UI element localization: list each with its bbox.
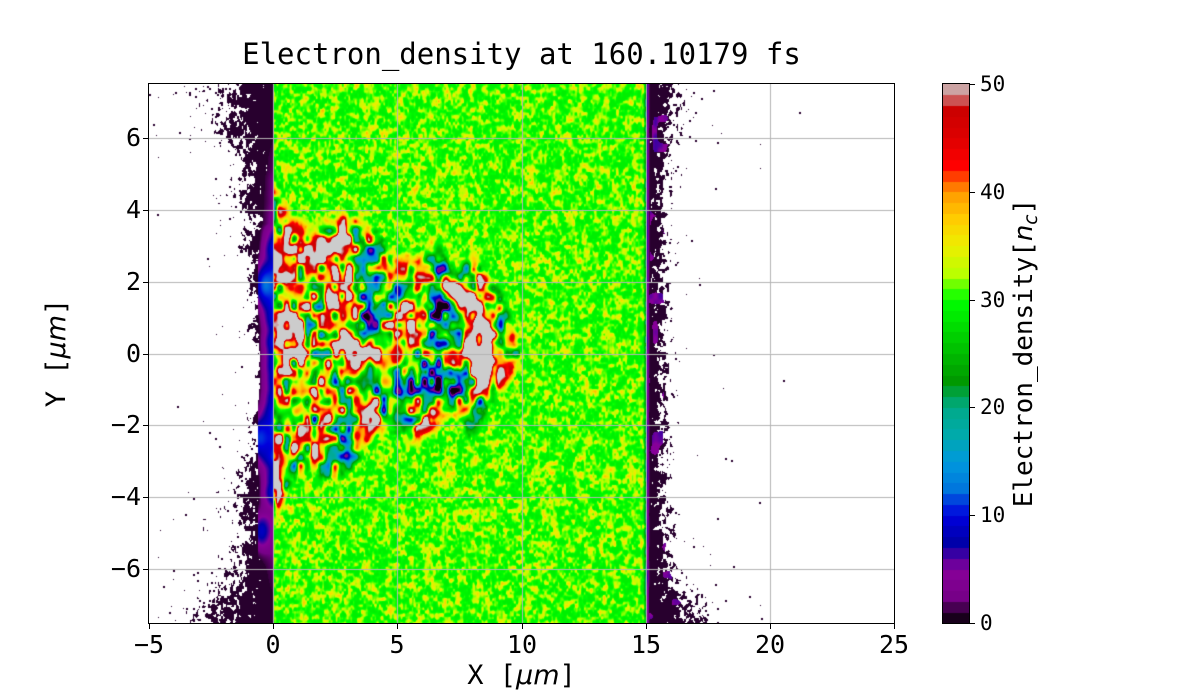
y-tick-mark xyxy=(143,425,148,426)
colorbar-tick-mark xyxy=(970,515,975,516)
heatmap-canvas xyxy=(149,84,894,623)
colorbar-tick-label: 0 xyxy=(980,611,993,635)
colorbar-label-suffix: ] xyxy=(1009,198,1039,215)
colorbar-label-prefix: Electron_density[ xyxy=(1009,241,1039,508)
x-tick-mark xyxy=(645,624,647,629)
colorbar-tick-label: 50 xyxy=(980,72,1006,96)
x-tick-label: 25 xyxy=(878,630,910,659)
colorbar-frame xyxy=(942,83,970,624)
y-tick-mark xyxy=(143,210,148,211)
colorbar-label-subscript: c xyxy=(1021,214,1043,225)
y-tick-label: 6 xyxy=(125,123,141,152)
colorbar-tick-label: 30 xyxy=(980,288,1006,312)
plot-title: Electron_density at 160.10179 fs xyxy=(242,37,801,71)
y-axis-label: Y [μm] xyxy=(41,243,73,463)
y-tick-mark xyxy=(143,569,148,570)
x-tick-mark xyxy=(769,624,771,629)
x-tick-mark xyxy=(148,624,150,629)
x-tick-label: 5 xyxy=(389,630,405,659)
colorbar-tick-label: 40 xyxy=(980,180,1006,204)
colorbar-canvas xyxy=(943,84,969,623)
y-tick-label: −4 xyxy=(110,482,141,511)
x-tick-label: −5 xyxy=(133,630,165,659)
y-tick-label: 4 xyxy=(125,195,141,224)
x-tick-label: 15 xyxy=(630,630,662,659)
colorbar-label-var: n xyxy=(1009,224,1039,242)
y-axis-label-prefix: Y [ xyxy=(41,358,72,408)
colorbar-tick-label: 20 xyxy=(980,395,1006,419)
x-tick-mark xyxy=(396,624,398,629)
y-axis-unit: μm xyxy=(41,315,72,359)
y-tick-label: 0 xyxy=(125,339,141,368)
axes-frame xyxy=(148,83,895,624)
y-tick-mark xyxy=(143,138,148,139)
colorbar-label: Electron_density[nc] xyxy=(1007,143,1043,563)
colorbar-tick-mark xyxy=(970,84,975,85)
y-tick-label: −2 xyxy=(110,410,141,439)
x-tick-label: 0 xyxy=(265,630,281,659)
colorbar-tick-mark xyxy=(970,407,975,408)
y-tick-mark xyxy=(143,282,148,283)
y-tick-mark xyxy=(143,354,148,355)
y-axis-label-suffix: ] xyxy=(41,298,72,315)
x-axis-label-suffix: ] xyxy=(559,660,576,691)
x-axis-label-prefix: X [ xyxy=(467,660,517,691)
colorbar-tick-label: 10 xyxy=(980,503,1006,527)
x-tick-label: 20 xyxy=(754,630,786,659)
colorbar-tick-mark xyxy=(970,623,975,624)
x-tick-mark xyxy=(272,624,274,629)
x-tick-label: 10 xyxy=(506,630,538,659)
x-tick-mark xyxy=(893,624,895,629)
x-tick-mark xyxy=(521,624,523,629)
colorbar-tick-mark xyxy=(970,300,975,301)
colorbar-tick-mark xyxy=(970,192,975,193)
x-axis-label: X [μm] xyxy=(149,660,894,692)
y-tick-label: 2 xyxy=(125,267,141,296)
y-tick-label: −6 xyxy=(110,554,141,583)
y-tick-mark xyxy=(143,497,148,498)
x-axis-unit: μm xyxy=(516,660,560,691)
